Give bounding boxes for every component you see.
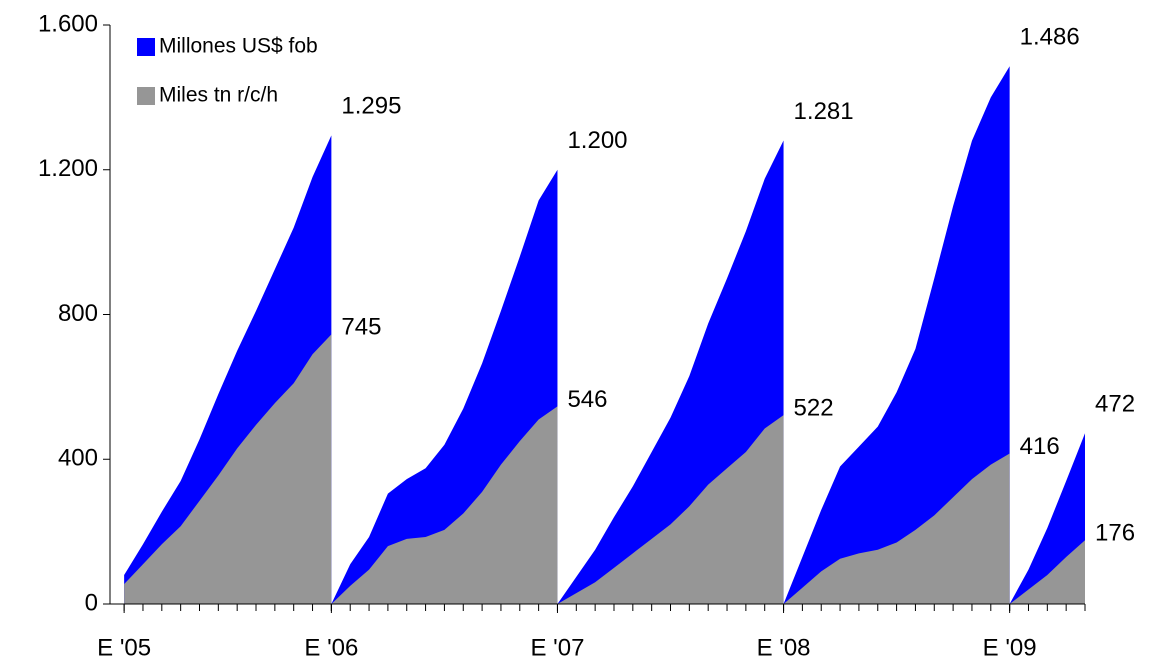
- data-label: 1.200: [567, 127, 627, 154]
- legend-swatch: [137, 38, 155, 56]
- x-tick-label: E '05: [97, 634, 151, 661]
- data-label: 546: [567, 386, 607, 413]
- x-tick-label: E '07: [530, 634, 584, 661]
- y-tick-label: 800: [58, 300, 98, 327]
- x-tick-label: E '06: [304, 634, 358, 661]
- data-label: 176: [1095, 520, 1135, 547]
- x-tick-label: E '09: [983, 634, 1037, 661]
- data-label: 472: [1095, 391, 1135, 418]
- y-tick-label: 1.600: [38, 10, 98, 37]
- legend-swatch: [137, 87, 155, 105]
- data-label: 416: [1020, 433, 1060, 460]
- data-label: 1.486: [1020, 24, 1080, 51]
- legend-label: Miles tn r/c/h: [159, 84, 278, 107]
- data-label: 1.295: [341, 93, 401, 120]
- y-tick-label: 0: [85, 589, 98, 616]
- x-tick-label: E '08: [757, 634, 811, 661]
- data-label: 1.281: [794, 98, 854, 125]
- data-label: 745: [341, 314, 381, 341]
- y-tick-label: 400: [58, 445, 98, 472]
- area: [124, 66, 1085, 604]
- area: [124, 334, 1085, 604]
- y-tick-label: 1.200: [38, 155, 98, 182]
- legend-label: Millones US$ fob: [159, 35, 318, 58]
- data-label: 522: [794, 394, 834, 421]
